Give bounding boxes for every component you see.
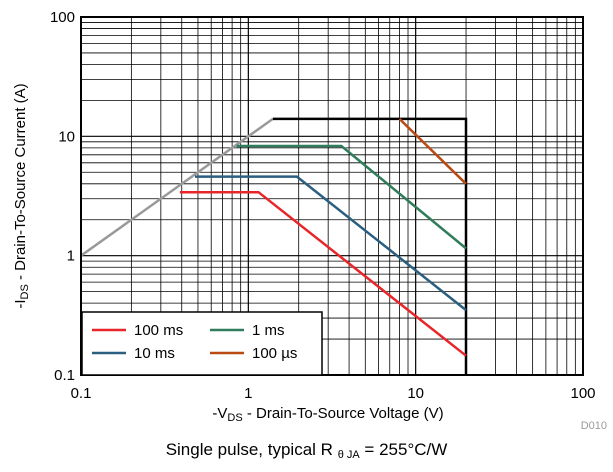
legend-label-100us: 100 µs xyxy=(252,345,297,362)
y-tick-label: 1 xyxy=(67,248,75,265)
series-line-1ms xyxy=(236,144,467,250)
x-tick-label: 10 xyxy=(407,385,424,402)
legend-label-10ms: 10 ms xyxy=(134,345,175,362)
x-tick-label: 0.1 xyxy=(71,385,92,402)
safe-operating-area-chart: 0.1 1 10 100 0.1 1 10 100 100 ms 1 ms 10 ms 100… xyxy=(12,9,607,432)
y-tick-label: 100 xyxy=(50,9,75,26)
x-tick-label: 1 xyxy=(244,385,252,402)
y-tick-label: 0.1 xyxy=(54,367,75,384)
legend: 100 ms 1 ms 10 ms 100 µs xyxy=(81,311,323,376)
series-line-10ms xyxy=(195,175,467,312)
legend-label-1ms: 1 ms xyxy=(252,322,285,339)
series-lines xyxy=(80,117,468,375)
y-tick-label: 10 xyxy=(58,128,75,145)
grid-lines xyxy=(81,17,583,375)
y-axis-title: -IDS - Drain-To-Source Current (A) xyxy=(12,83,31,308)
series-line-power-limit-boundary xyxy=(272,117,468,375)
plot-frame xyxy=(80,16,584,376)
series-line-100ms xyxy=(179,190,467,357)
tick-labels: 0.1 1 10 100 0.1 1 10 100 xyxy=(50,9,596,402)
series-line-100s xyxy=(398,118,467,185)
legend-box xyxy=(81,311,323,376)
legend-label-100ms: 100 ms xyxy=(134,322,183,339)
chart-caption: Single pulse, typical R θ JA = 255°C/W xyxy=(165,440,448,461)
series-line-rdson-limit xyxy=(80,117,274,257)
x-axis-title: -VDS - Drain-To-Source Voltage (V) xyxy=(212,405,443,424)
figure-id: D010 xyxy=(581,420,607,432)
x-tick-label: 100 xyxy=(570,385,595,402)
